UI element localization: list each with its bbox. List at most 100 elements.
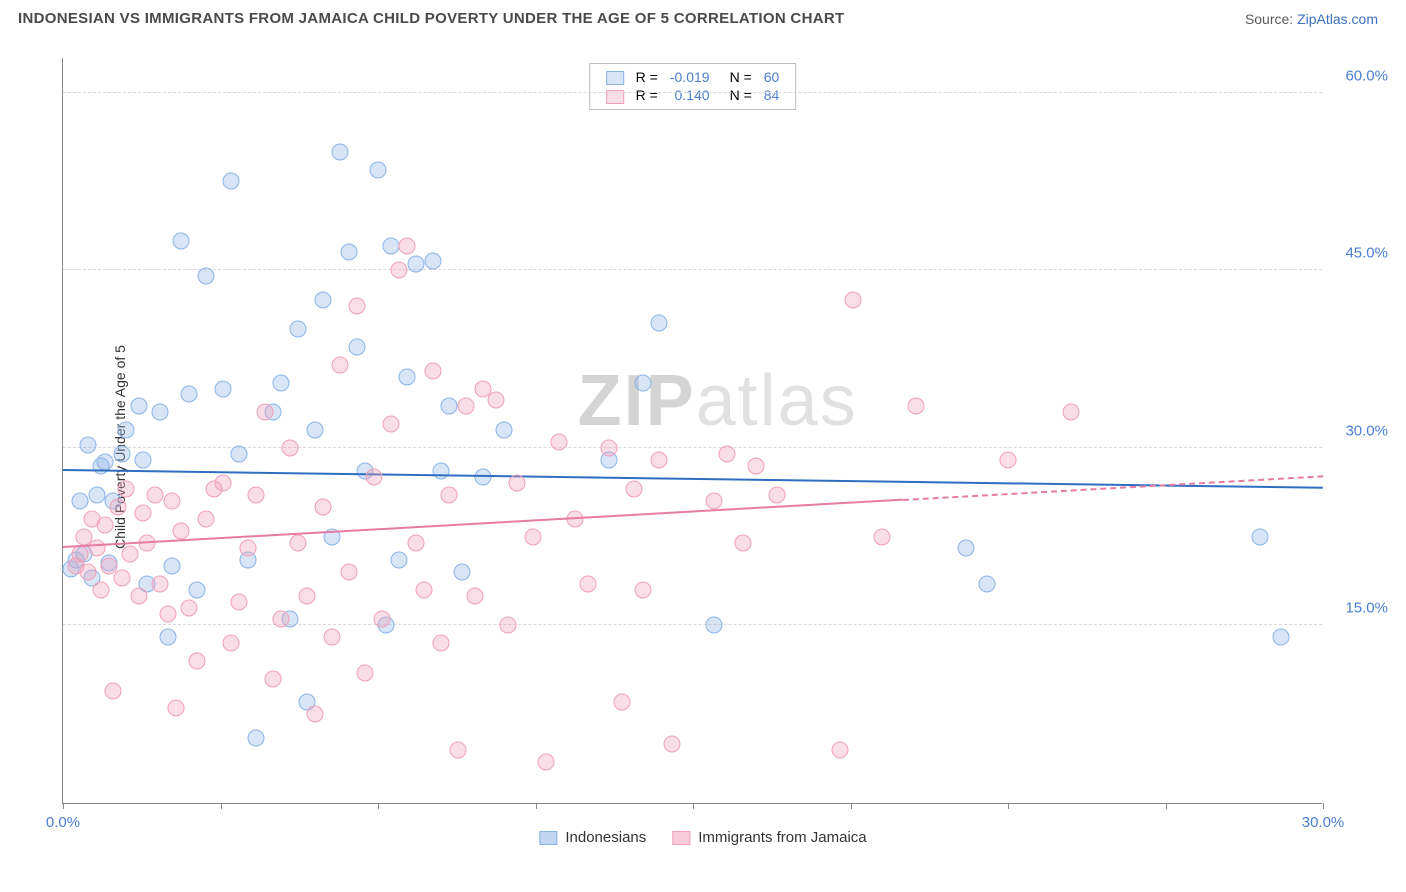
data-point <box>458 398 475 415</box>
data-point <box>433 463 450 480</box>
data-point <box>109 498 126 515</box>
data-point <box>416 581 433 598</box>
data-point <box>197 510 214 527</box>
data-point <box>151 575 168 592</box>
legend-stats-table: R =-0.019N =60R =0.140N =84 <box>600 68 786 105</box>
data-point <box>496 422 513 439</box>
data-point <box>601 439 618 456</box>
data-point <box>844 291 861 308</box>
data-point <box>160 605 177 622</box>
data-point <box>349 297 366 314</box>
data-point <box>273 374 290 391</box>
data-point <box>197 268 214 285</box>
legend-stats-row: R =-0.019N =60 <box>600 68 786 86</box>
legend-item: Indonesians <box>539 829 646 846</box>
data-point <box>374 611 391 628</box>
x-tick-label: 0.0% <box>46 814 80 831</box>
trend-line <box>903 475 1323 501</box>
data-point <box>134 451 151 468</box>
x-tick <box>1008 803 1009 809</box>
data-point <box>357 664 374 681</box>
legend-swatch <box>606 71 624 85</box>
data-point <box>281 439 298 456</box>
data-point <box>651 315 668 332</box>
data-point <box>113 570 130 587</box>
r-label: R = <box>630 68 664 86</box>
data-point <box>290 321 307 338</box>
chart-title: INDONESIAN VS IMMIGRANTS FROM JAMAICA CH… <box>18 10 844 27</box>
data-point <box>298 587 315 604</box>
data-point <box>88 540 105 557</box>
data-point <box>424 362 441 379</box>
legend-label: Immigrants from Jamaica <box>698 829 866 846</box>
data-point <box>735 534 752 551</box>
data-point <box>626 481 643 498</box>
data-point <box>550 433 567 450</box>
data-point <box>382 416 399 433</box>
data-point <box>223 635 240 652</box>
y-tick-label: 30.0% <box>1345 422 1388 439</box>
data-point <box>706 617 723 634</box>
gridline <box>63 447 1322 448</box>
x-tick <box>1323 803 1324 809</box>
data-point <box>580 575 597 592</box>
data-point <box>248 729 265 746</box>
trend-line <box>63 499 903 548</box>
data-point <box>433 635 450 652</box>
data-point <box>223 173 240 190</box>
data-point <box>634 581 651 598</box>
data-point <box>538 753 555 770</box>
data-point <box>92 581 109 598</box>
data-point <box>214 380 231 397</box>
source-label: Source: <box>1245 11 1297 27</box>
data-point <box>340 244 357 261</box>
data-point <box>307 422 324 439</box>
data-point <box>1063 404 1080 421</box>
data-point <box>407 256 424 273</box>
legend-label: Indonesians <box>565 829 646 846</box>
data-point <box>273 611 290 628</box>
x-tick <box>1166 803 1167 809</box>
data-point <box>105 682 122 699</box>
data-point <box>256 404 273 421</box>
r-value: 0.140 <box>664 86 716 104</box>
data-point <box>290 534 307 551</box>
data-point <box>500 617 517 634</box>
x-tick <box>851 803 852 809</box>
source: Source: ZipAtlas.com <box>1245 11 1378 27</box>
data-point <box>307 706 324 723</box>
legend-swatch <box>672 831 690 845</box>
x-tick <box>221 803 222 809</box>
data-point <box>370 161 387 178</box>
data-point <box>748 457 765 474</box>
n-label: N = <box>716 86 758 104</box>
data-point <box>874 528 891 545</box>
data-point <box>1000 451 1017 468</box>
data-point <box>613 694 630 711</box>
data-point <box>651 451 668 468</box>
data-point <box>130 587 147 604</box>
data-point <box>214 475 231 492</box>
data-point <box>160 629 177 646</box>
data-point <box>466 587 483 604</box>
data-point <box>118 422 135 439</box>
data-point <box>147 487 164 504</box>
y-tick-label: 45.0% <box>1345 245 1388 262</box>
data-point <box>907 398 924 415</box>
data-point <box>118 481 135 498</box>
source-link[interactable]: ZipAtlas.com <box>1297 11 1378 27</box>
data-point <box>1252 528 1269 545</box>
n-label: N = <box>716 68 758 86</box>
chart: Child Poverty Under the Age of 5 ZIPatla… <box>18 44 1388 850</box>
data-point <box>239 540 256 557</box>
legend-bottom: Indonesians Immigrants from Jamaica <box>539 829 866 846</box>
data-point <box>454 564 471 581</box>
data-point <box>769 487 786 504</box>
gridline <box>63 92 1322 93</box>
data-point <box>315 291 332 308</box>
data-point <box>97 453 114 470</box>
data-point <box>134 504 151 521</box>
data-point <box>151 404 168 421</box>
data-point <box>958 540 975 557</box>
x-tick <box>536 803 537 809</box>
